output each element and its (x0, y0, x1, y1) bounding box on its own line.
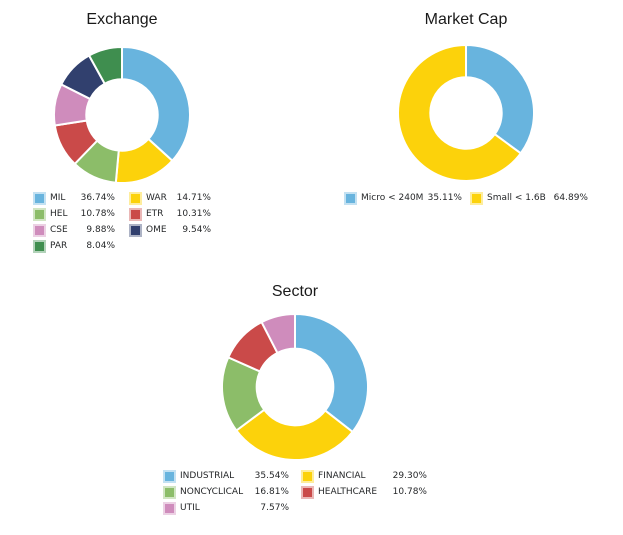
legend-item-noncyclical: NONCYCLICAL 16.81% (163, 484, 289, 500)
exchange-donut-chart (53, 45, 191, 185)
legend-label: INDUSTRIAL (180, 471, 235, 481)
legend-item-small-1-6b: Small < 1.6B 64.89% (470, 190, 588, 206)
legend-item-micro-240m: Micro < 240M 35.11% (344, 190, 462, 206)
legend-swatch-icon (163, 469, 176, 483)
legend-percent: 64.89% (553, 193, 588, 203)
legend-swatch-icon (344, 191, 357, 205)
legend-label: UTIL (180, 503, 200, 513)
legend-percent: 29.30% (392, 471, 427, 481)
legend-item-cse: CSE 9.88% (33, 222, 115, 238)
legend-swatch-icon (129, 207, 142, 221)
legend-percent: 10.78% (392, 487, 427, 497)
legend-swatch-icon (301, 485, 314, 499)
legend-item-ome: OME 9.54% (129, 222, 211, 238)
sector-chart-title: Sector (271, 283, 319, 300)
legend-swatch-icon (163, 485, 176, 499)
donut-slice-util[interactable] (260, 312, 296, 355)
legend-label: MIL (50, 193, 66, 203)
legend-swatch-icon (470, 191, 483, 205)
legend-percent: 16.81% (254, 487, 289, 497)
exchange-legend: MIL 36.74% WAR 14.71% HEL 10.78% ETR 10.31% CSE 9… (33, 190, 211, 254)
legend-item-hel: HEL 10.78% (33, 206, 115, 222)
legend-item-financial: FINANCIAL 29.30% (301, 468, 427, 484)
legend-item-industrial: INDUSTRIAL 35.54% (163, 468, 289, 484)
legend-item-util: UTIL 7.57% (163, 500, 289, 516)
donut-slice-micro-240m[interactable] (465, 43, 535, 155)
legend-label: PAR (50, 241, 68, 251)
market-cap-chart: Market Cap Micro < 240M 35.11% Small < 1.6… (344, 4, 588, 206)
legend-swatch-icon (301, 469, 314, 483)
exchange-chart-title: Exchange (86, 11, 158, 28)
legend-item-war: WAR 14.71% (129, 190, 211, 206)
market-cap-donut-chart (397, 43, 535, 182)
donut-slice-par[interactable] (87, 45, 123, 86)
legend-swatch-icon (129, 191, 142, 205)
sector-legend: INDUSTRIAL 35.54% FINANCIAL 29.30% NONCYCLIC… (163, 468, 427, 516)
legend-item-mil: MIL 36.74% (33, 190, 115, 206)
market-cap-chart-title: Market Cap (424, 11, 508, 28)
legend-swatch-icon (33, 191, 46, 205)
sector-chart: Sector INDUSTRIAL 35.54% FINANCIAL 29.30% NO… (155, 276, 435, 516)
exchange-donut-wrap (52, 45, 192, 185)
legend-percent: 9.54% (182, 225, 211, 235)
exchange-chart: Exchange MIL 36.74% WAR 14.71% HEL 10.78% ETR 1… (0, 4, 244, 254)
legend-swatch-icon (129, 223, 142, 237)
legend-percent: 10.31% (176, 209, 211, 219)
legend-percent: 9.88% (86, 225, 115, 235)
legend-label: FINANCIAL (318, 471, 366, 481)
market-cap-donut-wrap (396, 43, 536, 183)
legend-swatch-icon (33, 223, 46, 237)
legend-percent: 10.78% (80, 209, 115, 219)
legend-label: Micro < 240M (361, 193, 424, 203)
legend-swatch-icon (33, 239, 46, 253)
legend-swatch-icon (163, 501, 176, 515)
donut-slice-small-1-6b[interactable] (397, 43, 523, 182)
legend-item-par: PAR 8.04% (33, 238, 115, 254)
legend-label: Small < 1.6B (487, 193, 546, 203)
sector-donut-wrap (220, 312, 370, 462)
legend-label: HEALTHCARE (318, 487, 378, 497)
legend-percent: 35.54% (254, 471, 289, 481)
legend-percent: 36.74% (80, 193, 115, 203)
legend-label: CSE (50, 225, 68, 235)
legend-label: NONCYCLICAL (180, 487, 244, 497)
legend-percent: 14.71% (176, 193, 211, 203)
donut-slice-industrial[interactable] (294, 312, 369, 434)
legend-item-etr: ETR 10.31% (129, 206, 211, 222)
donut-slice-financial[interactable] (234, 408, 354, 461)
legend-label: OME (146, 225, 167, 235)
sector-donut-chart (221, 312, 369, 461)
legend-percent: 8.04% (86, 241, 115, 251)
legend-percent: 35.11% (427, 193, 462, 203)
legend-label: WAR (146, 193, 167, 203)
legend-swatch-icon (33, 207, 46, 221)
legend-percent: 7.57% (260, 503, 289, 513)
donut-slice-mil[interactable] (121, 45, 191, 163)
market-cap-legend: Micro < 240M 35.11% Small < 1.6B 64.89% (344, 190, 588, 206)
legend-label: HEL (50, 209, 68, 219)
legend-label: ETR (146, 209, 164, 219)
legend-item-healthcare: HEALTHCARE 10.78% (301, 484, 427, 500)
